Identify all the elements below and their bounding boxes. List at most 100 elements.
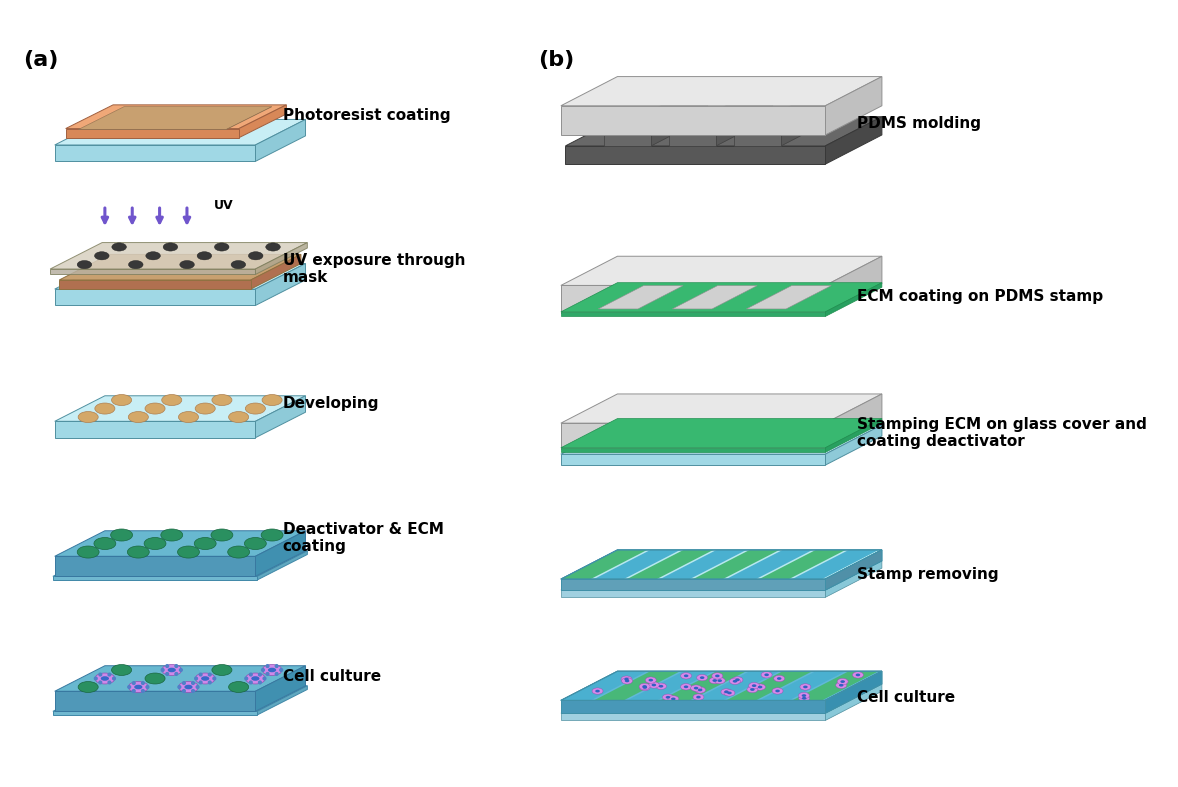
Polygon shape (561, 286, 826, 312)
Ellipse shape (94, 538, 115, 549)
Text: UV exposure through
mask: UV exposure through mask (283, 253, 465, 285)
Ellipse shape (95, 403, 115, 414)
Polygon shape (716, 105, 773, 146)
Ellipse shape (112, 664, 132, 675)
Polygon shape (54, 264, 305, 289)
Ellipse shape (757, 685, 762, 689)
Ellipse shape (799, 695, 809, 701)
Ellipse shape (671, 697, 676, 700)
Polygon shape (561, 283, 882, 312)
Ellipse shape (267, 667, 276, 672)
Ellipse shape (777, 677, 781, 680)
Polygon shape (256, 396, 305, 438)
Ellipse shape (642, 686, 647, 689)
Polygon shape (826, 76, 882, 135)
Ellipse shape (624, 678, 629, 681)
Ellipse shape (161, 394, 181, 405)
Polygon shape (747, 286, 832, 309)
Ellipse shape (713, 679, 717, 682)
Circle shape (258, 673, 262, 676)
Ellipse shape (695, 687, 706, 693)
Polygon shape (561, 713, 826, 720)
Ellipse shape (761, 671, 772, 678)
Polygon shape (760, 671, 846, 700)
Text: (b): (b) (538, 50, 575, 70)
Ellipse shape (729, 678, 741, 685)
Ellipse shape (693, 694, 704, 700)
Circle shape (263, 677, 266, 680)
Circle shape (179, 669, 183, 671)
Polygon shape (826, 561, 882, 597)
Circle shape (199, 681, 201, 684)
Polygon shape (826, 116, 882, 164)
Ellipse shape (775, 689, 780, 693)
Ellipse shape (145, 403, 165, 414)
Ellipse shape (735, 678, 740, 682)
Polygon shape (749, 430, 828, 449)
Polygon shape (257, 551, 307, 580)
Ellipse shape (772, 688, 783, 694)
Polygon shape (561, 700, 826, 713)
Circle shape (183, 682, 185, 685)
Polygon shape (726, 671, 813, 700)
Ellipse shape (765, 674, 769, 676)
Circle shape (178, 685, 180, 689)
Ellipse shape (262, 664, 282, 675)
Circle shape (141, 682, 144, 685)
Polygon shape (54, 691, 256, 711)
Polygon shape (760, 550, 846, 579)
Ellipse shape (128, 260, 143, 268)
Ellipse shape (180, 260, 194, 268)
Ellipse shape (178, 682, 199, 693)
Polygon shape (734, 135, 781, 146)
Polygon shape (565, 146, 826, 164)
Ellipse shape (262, 529, 283, 541)
Ellipse shape (214, 243, 229, 251)
Ellipse shape (211, 529, 233, 541)
Ellipse shape (196, 673, 216, 684)
Circle shape (166, 673, 168, 675)
Text: Stamp removing: Stamp removing (858, 567, 999, 582)
Polygon shape (54, 530, 305, 556)
Circle shape (266, 665, 269, 667)
Ellipse shape (593, 688, 603, 694)
Circle shape (209, 673, 211, 676)
Ellipse shape (774, 675, 785, 682)
Ellipse shape (231, 260, 246, 268)
Ellipse shape (229, 412, 249, 423)
Circle shape (276, 673, 278, 675)
Ellipse shape (595, 689, 600, 693)
Polygon shape (66, 128, 239, 138)
Circle shape (250, 673, 252, 676)
Circle shape (258, 681, 262, 684)
Ellipse shape (161, 529, 183, 541)
Ellipse shape (161, 664, 181, 675)
Ellipse shape (700, 676, 704, 679)
Polygon shape (256, 120, 305, 161)
Polygon shape (256, 242, 307, 275)
Polygon shape (59, 254, 300, 280)
Circle shape (192, 682, 194, 685)
Ellipse shape (178, 412, 199, 423)
Circle shape (94, 677, 97, 680)
Ellipse shape (212, 394, 232, 405)
Polygon shape (826, 283, 882, 316)
Ellipse shape (839, 684, 843, 686)
Polygon shape (561, 550, 647, 579)
Polygon shape (256, 530, 305, 576)
Ellipse shape (733, 680, 737, 682)
Ellipse shape (244, 538, 266, 549)
Polygon shape (604, 135, 651, 146)
Ellipse shape (855, 674, 860, 676)
Ellipse shape (659, 685, 663, 688)
Ellipse shape (197, 252, 212, 260)
Ellipse shape (681, 673, 691, 679)
Ellipse shape (262, 394, 282, 405)
Circle shape (199, 673, 201, 676)
Polygon shape (561, 671, 647, 700)
Ellipse shape (78, 260, 92, 268)
Polygon shape (51, 242, 307, 269)
Ellipse shape (853, 672, 863, 678)
Polygon shape (66, 105, 286, 128)
Circle shape (166, 665, 168, 667)
